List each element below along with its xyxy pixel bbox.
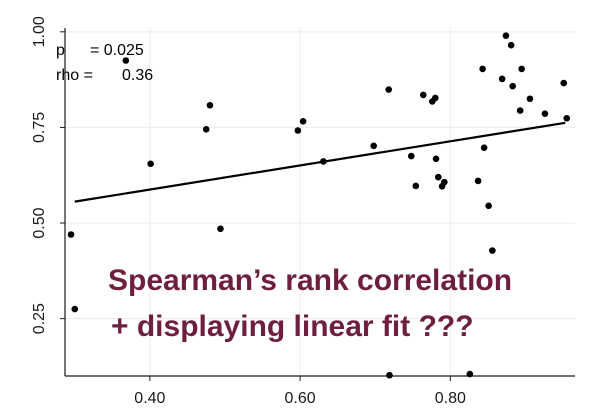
data-point [466, 370, 474, 378]
data-point [507, 41, 515, 49]
rho-value: 0.36 [122, 67, 153, 84]
data-point [560, 79, 568, 87]
data-point [299, 118, 307, 125]
x-tick-label: 0.40 [134, 390, 165, 407]
data-point [498, 75, 506, 83]
data-point [518, 65, 525, 73]
y-tick-label: 0.75 [31, 112, 48, 143]
p-label: p [56, 42, 65, 59]
data-point [516, 107, 524, 114]
data-point [541, 110, 549, 117]
overlay-line-1: Spearman’s rank correlation [108, 264, 512, 297]
data-point [489, 247, 496, 254]
data-point [217, 225, 224, 233]
data-point [294, 127, 302, 134]
data-point [147, 160, 154, 168]
data-point [474, 177, 482, 185]
data-point [502, 32, 510, 39]
data-point [122, 57, 130, 64]
y-tick-label: 0.50 [31, 207, 48, 238]
grid-lines [65, 28, 575, 376]
data-point [206, 101, 214, 109]
data-point [412, 182, 420, 190]
data-point [526, 95, 534, 103]
data-point [509, 82, 516, 90]
p-value: = 0.025 [90, 42, 144, 59]
x-axis-ticks: 0.40 0.60 0.80 [134, 376, 466, 407]
data-point [320, 158, 327, 165]
overlay-line-2: + displaying linear fit ??? [111, 310, 474, 343]
data-point [563, 114, 571, 122]
data-point [407, 152, 415, 160]
data-point [434, 173, 442, 181]
data-point [432, 155, 440, 163]
data-point [370, 142, 378, 150]
data-point [386, 371, 393, 379]
data-point [419, 91, 427, 99]
data-point [202, 126, 210, 133]
overlay-annotation: Spearman’s rank correlation + displaying… [108, 264, 512, 343]
y-tick-label: 1.00 [31, 16, 48, 47]
data-point [480, 144, 488, 151]
rho-label: rho = [56, 67, 93, 84]
data-point [71, 305, 79, 313]
linear-fit-line [74, 121, 566, 203]
y-tick-label: 0.25 [31, 303, 48, 334]
data-point [385, 86, 393, 93]
data-point [67, 231, 75, 238]
x-tick-label: 0.60 [285, 390, 316, 407]
data-point [485, 202, 492, 210]
y-axis-ticks: 0.25 0.50 0.75 1.00 [31, 16, 65, 334]
data-points [67, 32, 571, 379]
fit-line [74, 121, 566, 203]
data-point [431, 94, 439, 102]
data-point [441, 178, 448, 186]
stats-annotation: p = 0.025 rho = 0.36 [56, 42, 153, 84]
x-tick-label: 0.80 [435, 390, 466, 407]
data-point [479, 65, 486, 73]
